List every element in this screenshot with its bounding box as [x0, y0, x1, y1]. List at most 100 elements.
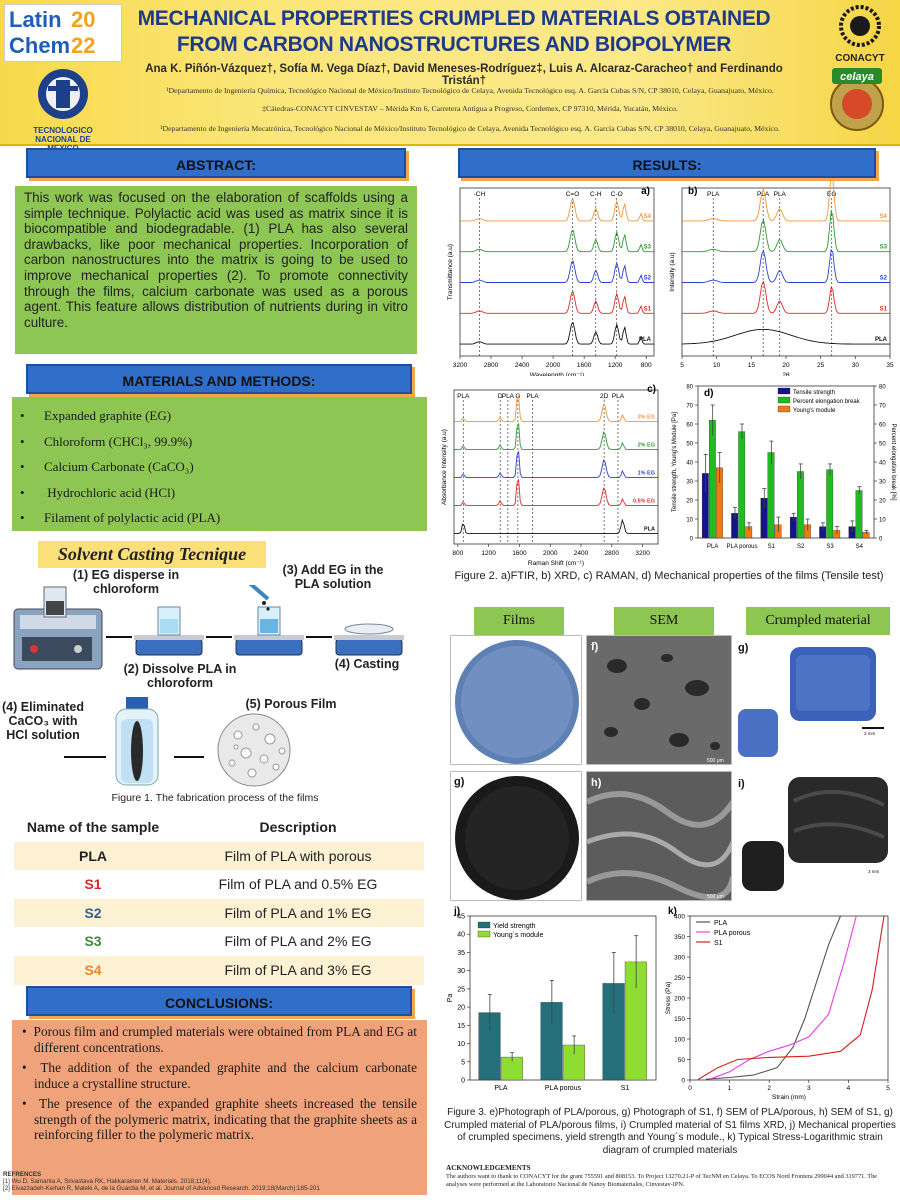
x-axis-label: 2θ [782, 372, 790, 376]
acknowledgements: ACKNOWLEDGEMENTS The authors want to tha… [446, 1164, 878, 1188]
conacyt-emblem-icon [839, 5, 881, 47]
tag-crumpled: Crumpled material [746, 607, 890, 635]
y-tick-label: 20 [457, 1005, 465, 1012]
casting-plate-icon [334, 623, 404, 656]
series-label: S1 [880, 306, 888, 312]
y-tick-label: 250 [674, 975, 685, 982]
annotation-label: PLA [707, 191, 720, 198]
series-line-S4 [682, 172, 890, 222]
y-tick-label: 80 [686, 385, 693, 391]
legend-swatch [477, 930, 491, 938]
svg-text:g): g) [454, 776, 465, 788]
legend-label: Tensile strength [793, 390, 835, 396]
x-tick-label: PLA [494, 1085, 508, 1092]
svg-text:f): f) [591, 641, 599, 653]
bar-Percent elongation break [767, 452, 775, 539]
x-tick-label: S4 [856, 544, 864, 550]
series-line-PLA [682, 328, 890, 345]
series-line-PLA [705, 915, 842, 1080]
figure-1-caption: Figure 1. The fabrication process of the… [111, 792, 319, 804]
series-line-PLA porous [709, 915, 857, 1080]
series-line-S1 [682, 280, 890, 314]
photo-i-crumpled-s1: i) 3 mm [734, 771, 892, 901]
annotation-label: PLA [526, 393, 539, 400]
affiliation-1: ¹Departamento de Ingeniería Química, Tec… [166, 86, 774, 95]
bar-Percent elongation break [796, 471, 804, 539]
annotation-label: C-O [611, 191, 623, 198]
series-line-S3 [460, 229, 654, 253]
y-tick-label: 20 [686, 499, 693, 505]
list-item: • Chloroform (CHCl₃, 99.9%) [20, 433, 193, 449]
y-tick-label: 40 [457, 932, 465, 939]
series-line-0.5% EG [454, 479, 658, 506]
y-axis-label: Stress (Pa) [665, 982, 672, 1015]
annotation-label: PLA [757, 191, 770, 198]
x-tick-label: 30 [852, 362, 860, 369]
svg-text:500 μm: 500 μm [707, 758, 724, 764]
series-label: PLA [875, 337, 888, 343]
x-tick-label: 3200 [635, 550, 650, 557]
y-tick-label: 50 [678, 1057, 686, 1064]
x-tick-label: 3200 [453, 362, 468, 369]
annotation-label: PLA [774, 191, 787, 198]
series-line-S1 [460, 291, 654, 314]
x-tick-label: 2800 [605, 550, 620, 557]
list-item: • Hydrochloric acid (HCl) [20, 484, 176, 500]
process-title: Solvent Casting Tecnique [38, 541, 266, 568]
y-tick-label: 0 [690, 537, 694, 543]
series-label: S2 [644, 276, 652, 282]
y-tick-label: 400 [674, 914, 685, 921]
y2-tick-label: 30 [879, 480, 886, 486]
y-axis-label: Tensile strength, Young's Module [Pa] [672, 412, 678, 512]
references: REFRENCES [1] Wu D, Samanta A, Srivastav… [3, 1171, 320, 1192]
list-item: • The presence of the expanded graphite … [22, 1096, 417, 1142]
step-5-label: (5) Porous Film [245, 697, 337, 711]
svg-text:500 μm: 500 μm [707, 894, 724, 900]
x-tick-label: 2 [767, 1085, 771, 1092]
panel-label-j: j) [453, 906, 460, 917]
x-tick-label: 3 [807, 1085, 811, 1092]
annotation-label: EG [827, 191, 836, 198]
materials-list: • Expanded graphite (EG) • Chloroform (CHC… [12, 397, 427, 531]
hcl-bottle-icon [115, 697, 159, 786]
y-tick-label: 350 [674, 934, 685, 941]
stirrer-icon [134, 606, 204, 656]
photo-h-sem-s1: h) 500 μm [586, 771, 732, 901]
chart-d-mechanical: 0 0 10 10 20 20 30 30 40 40 50 50 60 60 70 70 80 80 PLA PLA… [668, 378, 900, 566]
celaya-logo: celaya [818, 64, 896, 140]
poster-title: MECHANICAL PROPERTIES CRUMPLED MATERIALS… [137, 7, 771, 56]
x-tick-label: 0 [688, 1085, 692, 1092]
y-axis-label: Pa [447, 994, 454, 1003]
y-tick-label: 5 [461, 1059, 465, 1066]
x-tick-label: PLA porous [726, 544, 757, 550]
step-4b-label: (4) Eliminated CaCO₃ with HCl solution [2, 700, 84, 742]
x-tick-label: 15 [748, 362, 756, 369]
y2-tick-label: 0 [879, 537, 883, 543]
annotation-label: -CH [474, 191, 486, 198]
series-line-S3 [682, 210, 890, 253]
series-label: S1 [644, 306, 652, 312]
svg-text:3 mm: 3 mm [868, 869, 880, 874]
x-tick-label: 2000 [546, 362, 561, 369]
chart-k-stress-strain: 0 1 2 3 4 5 0 50 100 150 200 250 300 350 400 Strain (mm… [664, 902, 896, 1102]
chart-a-ftir: 3200 2800 2400 2000 1600 1200 800 Wavelength (c… [440, 180, 662, 379]
series-label: PLA [644, 526, 655, 532]
step-1-label: (1) EG disperse in chloroform [72, 568, 180, 596]
y-tick-label: 15 [457, 1023, 465, 1030]
legend-swatch [777, 387, 791, 395]
y-tick-label: 25 [457, 986, 465, 993]
x-tick-label: 1600 [577, 362, 592, 369]
legend-label: PLA [714, 920, 728, 927]
panel-label-d: d) [704, 388, 713, 399]
y2-tick-label: 60 [879, 423, 886, 429]
series-line-S4 [460, 198, 654, 222]
x-tick-label: 2800 [484, 362, 499, 369]
bar-Percent elongation break [738, 431, 746, 539]
bar-Percent elongation break [826, 469, 834, 539]
annotation-label: PLA [612, 393, 625, 400]
x-tick-label: 1200 [608, 362, 623, 369]
list-item: • Porous film and crumpled materials wer… [22, 1024, 417, 1055]
panel-label-k: k) [668, 906, 677, 917]
x-tick-label: PLA porous [545, 1085, 582, 1092]
y-axis-label: Intensity (a.u) [669, 252, 676, 291]
